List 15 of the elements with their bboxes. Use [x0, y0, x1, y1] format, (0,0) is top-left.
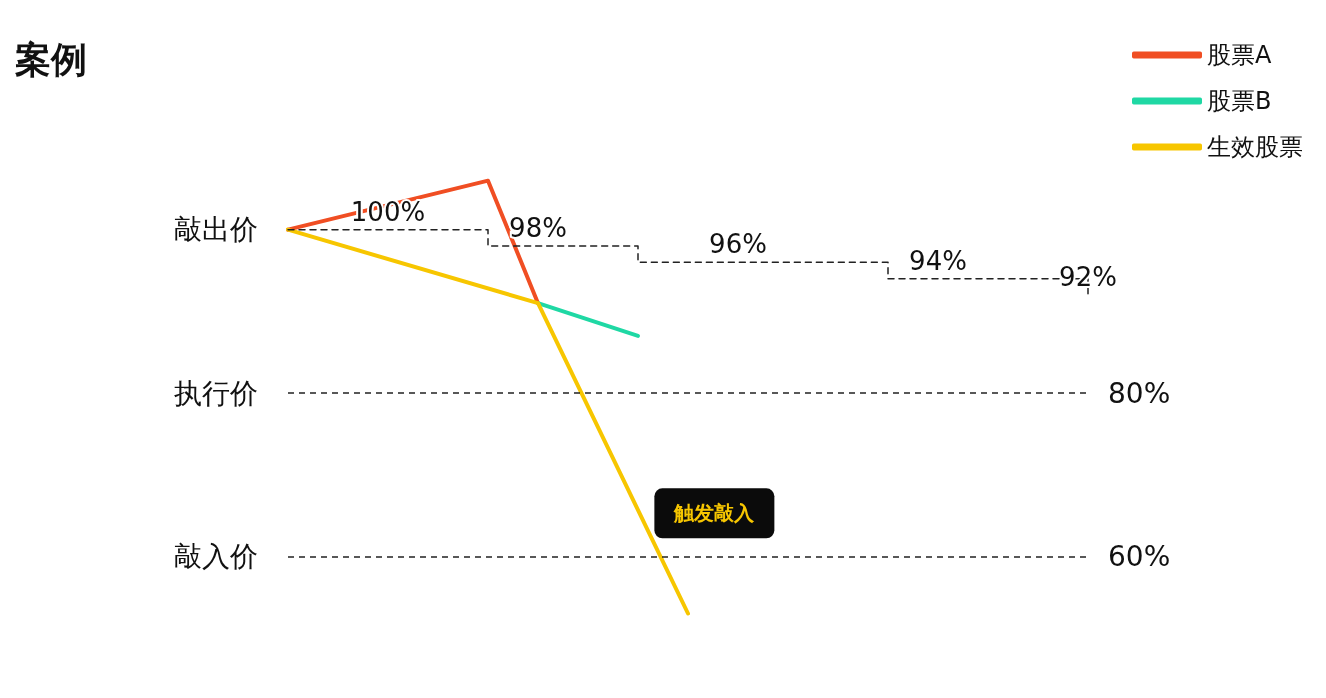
- text: 敲入价: [174, 539, 258, 573]
- data-label: 96%: [709, 229, 767, 260]
- data-label: 98%: [509, 213, 567, 243]
- annotation: 触发敲入: [673, 501, 756, 526]
- ref-line-label: 80%: [1108, 376, 1171, 410]
- legend-label: 生效股票: [1207, 133, 1303, 161]
- ref-line-label: 60%: [1108, 539, 1171, 573]
- data-label: 92%: [1059, 262, 1117, 292]
- text: 敲出价: [174, 213, 258, 247]
- text: 执行价: [174, 376, 258, 410]
- data-label: 100%: [350, 196, 426, 227]
- chart-title: 案例: [15, 38, 87, 80]
- legend-label: 股票B: [1207, 87, 1272, 115]
- legend-label: 股票A: [1207, 41, 1272, 69]
- data-label: 94%: [909, 245, 967, 276]
